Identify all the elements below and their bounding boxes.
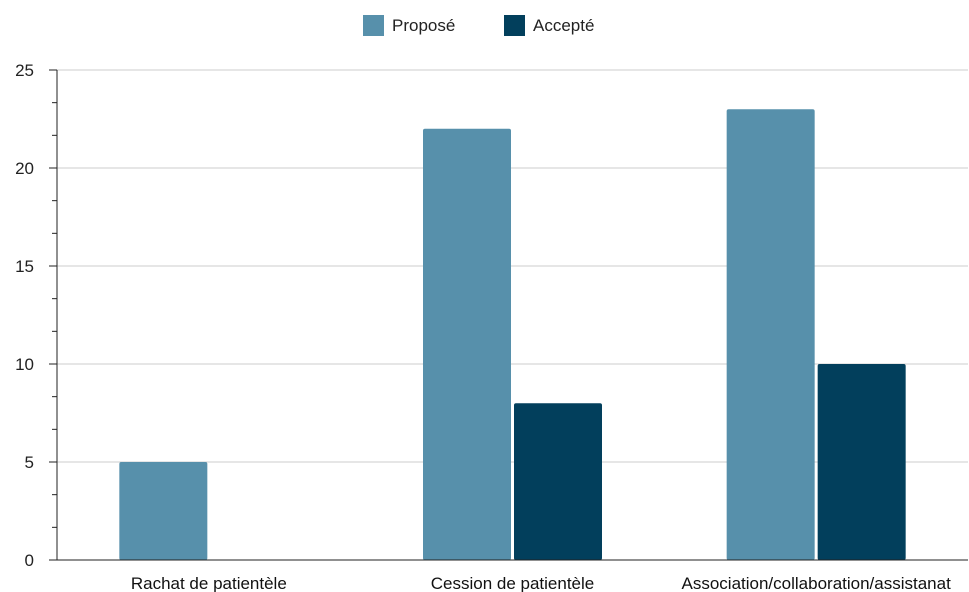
legend-swatch: [504, 15, 525, 36]
x-category-labels: Rachat de patientèle Cession de patientèl…: [131, 574, 951, 592]
y-tick-label: 25: [15, 61, 34, 80]
bar[interactable]: [514, 403, 602, 560]
x-category-label: Cession de patientèle: [431, 574, 595, 592]
y-tick-label: 10: [15, 355, 34, 374]
x-category-label: Rachat de patientèle: [131, 574, 287, 592]
bars: [119, 109, 906, 561]
bar[interactable]: [119, 462, 208, 560]
y-tick-label: 0: [25, 551, 34, 570]
y-tick-label: 20: [15, 159, 34, 178]
legend-swatch: [363, 15, 384, 36]
bar[interactable]: [817, 364, 906, 560]
legend-label: Proposé: [392, 16, 455, 35]
y-tick-label: 15: [15, 257, 34, 276]
x-category-label: Association/collaboration/assistanat: [682, 574, 952, 592]
gridlines: [57, 69, 968, 463]
bar[interactable]: [423, 128, 511, 561]
y-tick-label: 5: [25, 453, 34, 472]
bar[interactable]: [726, 109, 815, 560]
legend-label: Accepté: [533, 16, 594, 35]
y-tick-labels: 0 5 10 15 20 25: [15, 61, 34, 570]
legend: Proposé Accepté: [363, 15, 594, 36]
axes: [49, 69, 968, 561]
